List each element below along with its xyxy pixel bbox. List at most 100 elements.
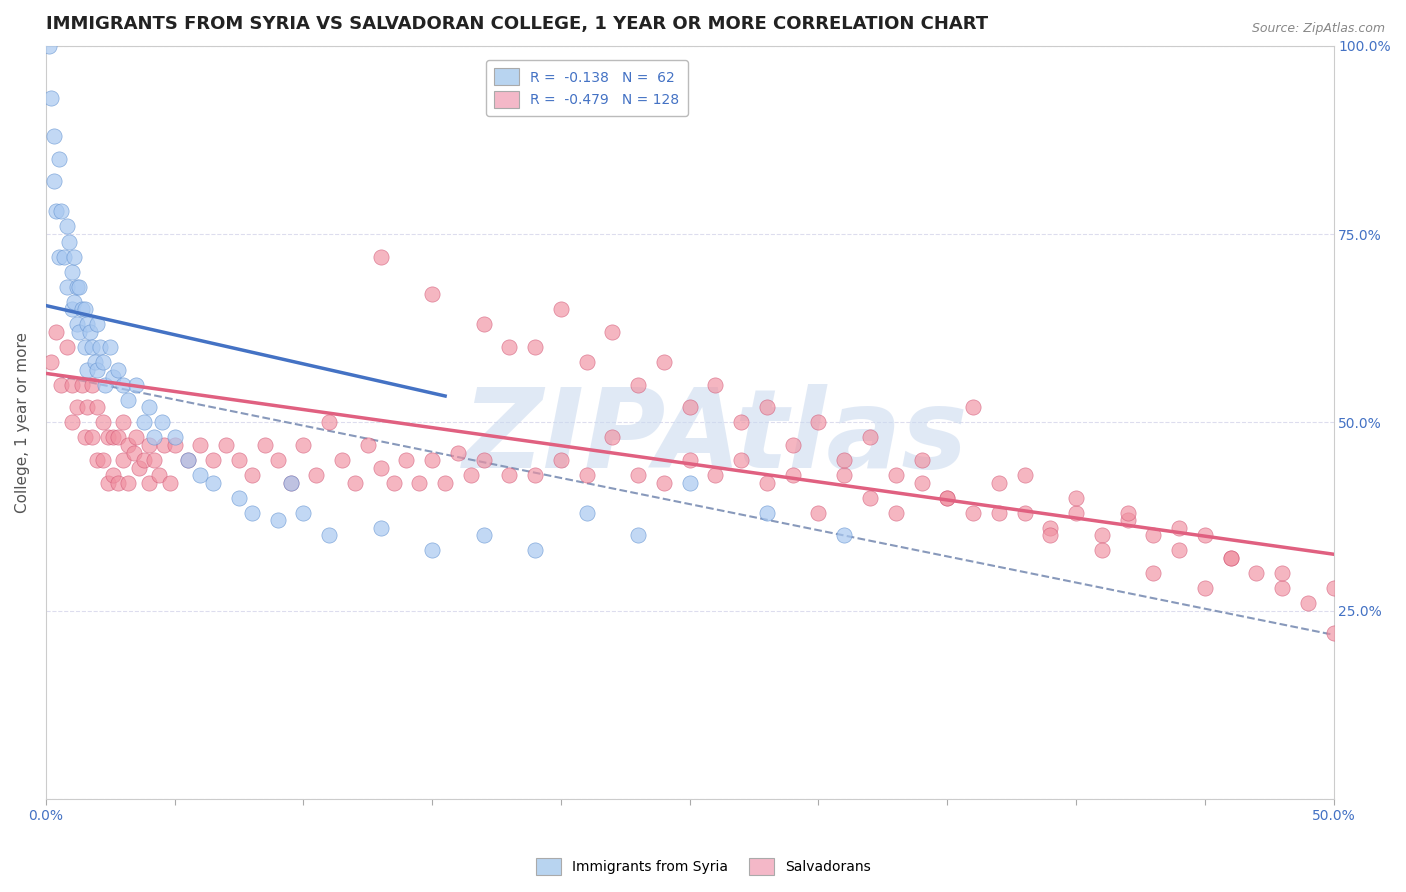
Point — [910, 475, 932, 490]
Point — [292, 506, 315, 520]
Point — [730, 453, 752, 467]
Point — [73, 340, 96, 354]
Point — [1014, 506, 1036, 520]
Point — [550, 453, 572, 467]
Point — [807, 506, 830, 520]
Point — [202, 453, 225, 467]
Point — [76, 401, 98, 415]
Point — [434, 475, 457, 490]
Point — [370, 521, 392, 535]
Point — [125, 377, 148, 392]
Point — [1322, 581, 1344, 595]
Point — [150, 416, 173, 430]
Point — [107, 362, 129, 376]
Point — [86, 453, 108, 467]
Point — [101, 370, 124, 384]
Point — [73, 302, 96, 317]
Point — [859, 430, 882, 444]
Point — [122, 445, 145, 459]
Point — [704, 468, 727, 483]
Point — [267, 453, 290, 467]
Point — [70, 377, 93, 392]
Point — [48, 250, 70, 264]
Point — [382, 475, 405, 490]
Point — [176, 453, 198, 467]
Point — [460, 468, 482, 483]
Point — [652, 355, 675, 369]
Point — [498, 468, 520, 483]
Point — [420, 453, 443, 467]
Point — [51, 377, 73, 392]
Point — [125, 430, 148, 444]
Point — [472, 528, 495, 542]
Point — [343, 475, 366, 490]
Point — [228, 453, 250, 467]
Point — [602, 325, 624, 339]
Point — [1039, 528, 1062, 542]
Point — [143, 453, 166, 467]
Point — [76, 318, 98, 332]
Point — [756, 401, 779, 415]
Point — [138, 401, 160, 415]
Point — [1116, 506, 1139, 520]
Point — [550, 302, 572, 317]
Point — [679, 401, 702, 415]
Point — [330, 453, 353, 467]
Point — [370, 460, 392, 475]
Point — [82, 430, 104, 444]
Point — [82, 377, 104, 392]
Point — [42, 174, 65, 188]
Point — [38, 38, 60, 53]
Point — [280, 475, 302, 490]
Point — [1219, 551, 1241, 566]
Point — [679, 453, 702, 467]
Point — [679, 475, 702, 490]
Point — [318, 416, 340, 430]
Point — [69, 279, 91, 293]
Point — [305, 468, 328, 483]
Point — [1296, 596, 1319, 610]
Point — [627, 377, 650, 392]
Point — [1219, 551, 1241, 566]
Point — [987, 475, 1010, 490]
Point — [987, 506, 1010, 520]
Point — [91, 355, 114, 369]
Point — [215, 438, 238, 452]
Point — [138, 475, 160, 490]
Point — [1194, 581, 1216, 595]
Point — [63, 294, 86, 309]
Point — [66, 401, 89, 415]
Point — [782, 438, 804, 452]
Point — [253, 438, 276, 452]
Point — [1064, 506, 1087, 520]
Point — [962, 401, 984, 415]
Point — [292, 438, 315, 452]
Point — [53, 250, 76, 264]
Point — [1091, 528, 1114, 542]
Point — [91, 453, 114, 467]
Point — [97, 430, 120, 444]
Point — [1322, 626, 1344, 640]
Point — [66, 279, 89, 293]
Point — [163, 430, 186, 444]
Point — [267, 513, 290, 527]
Point — [82, 340, 104, 354]
Point — [575, 506, 598, 520]
Legend: Immigrants from Syria, Salvadorans: Immigrants from Syria, Salvadorans — [530, 853, 876, 880]
Point — [69, 325, 91, 339]
Point — [240, 468, 263, 483]
Point — [76, 362, 98, 376]
Point — [420, 287, 443, 301]
Text: Source: ZipAtlas.com: Source: ZipAtlas.com — [1251, 22, 1385, 36]
Point — [370, 250, 392, 264]
Point — [86, 318, 108, 332]
Point — [627, 468, 650, 483]
Point — [756, 475, 779, 490]
Point — [1039, 521, 1062, 535]
Point — [39, 91, 62, 105]
Point — [48, 152, 70, 166]
Point — [575, 355, 598, 369]
Point — [97, 475, 120, 490]
Point — [884, 468, 907, 483]
Point — [89, 340, 111, 354]
